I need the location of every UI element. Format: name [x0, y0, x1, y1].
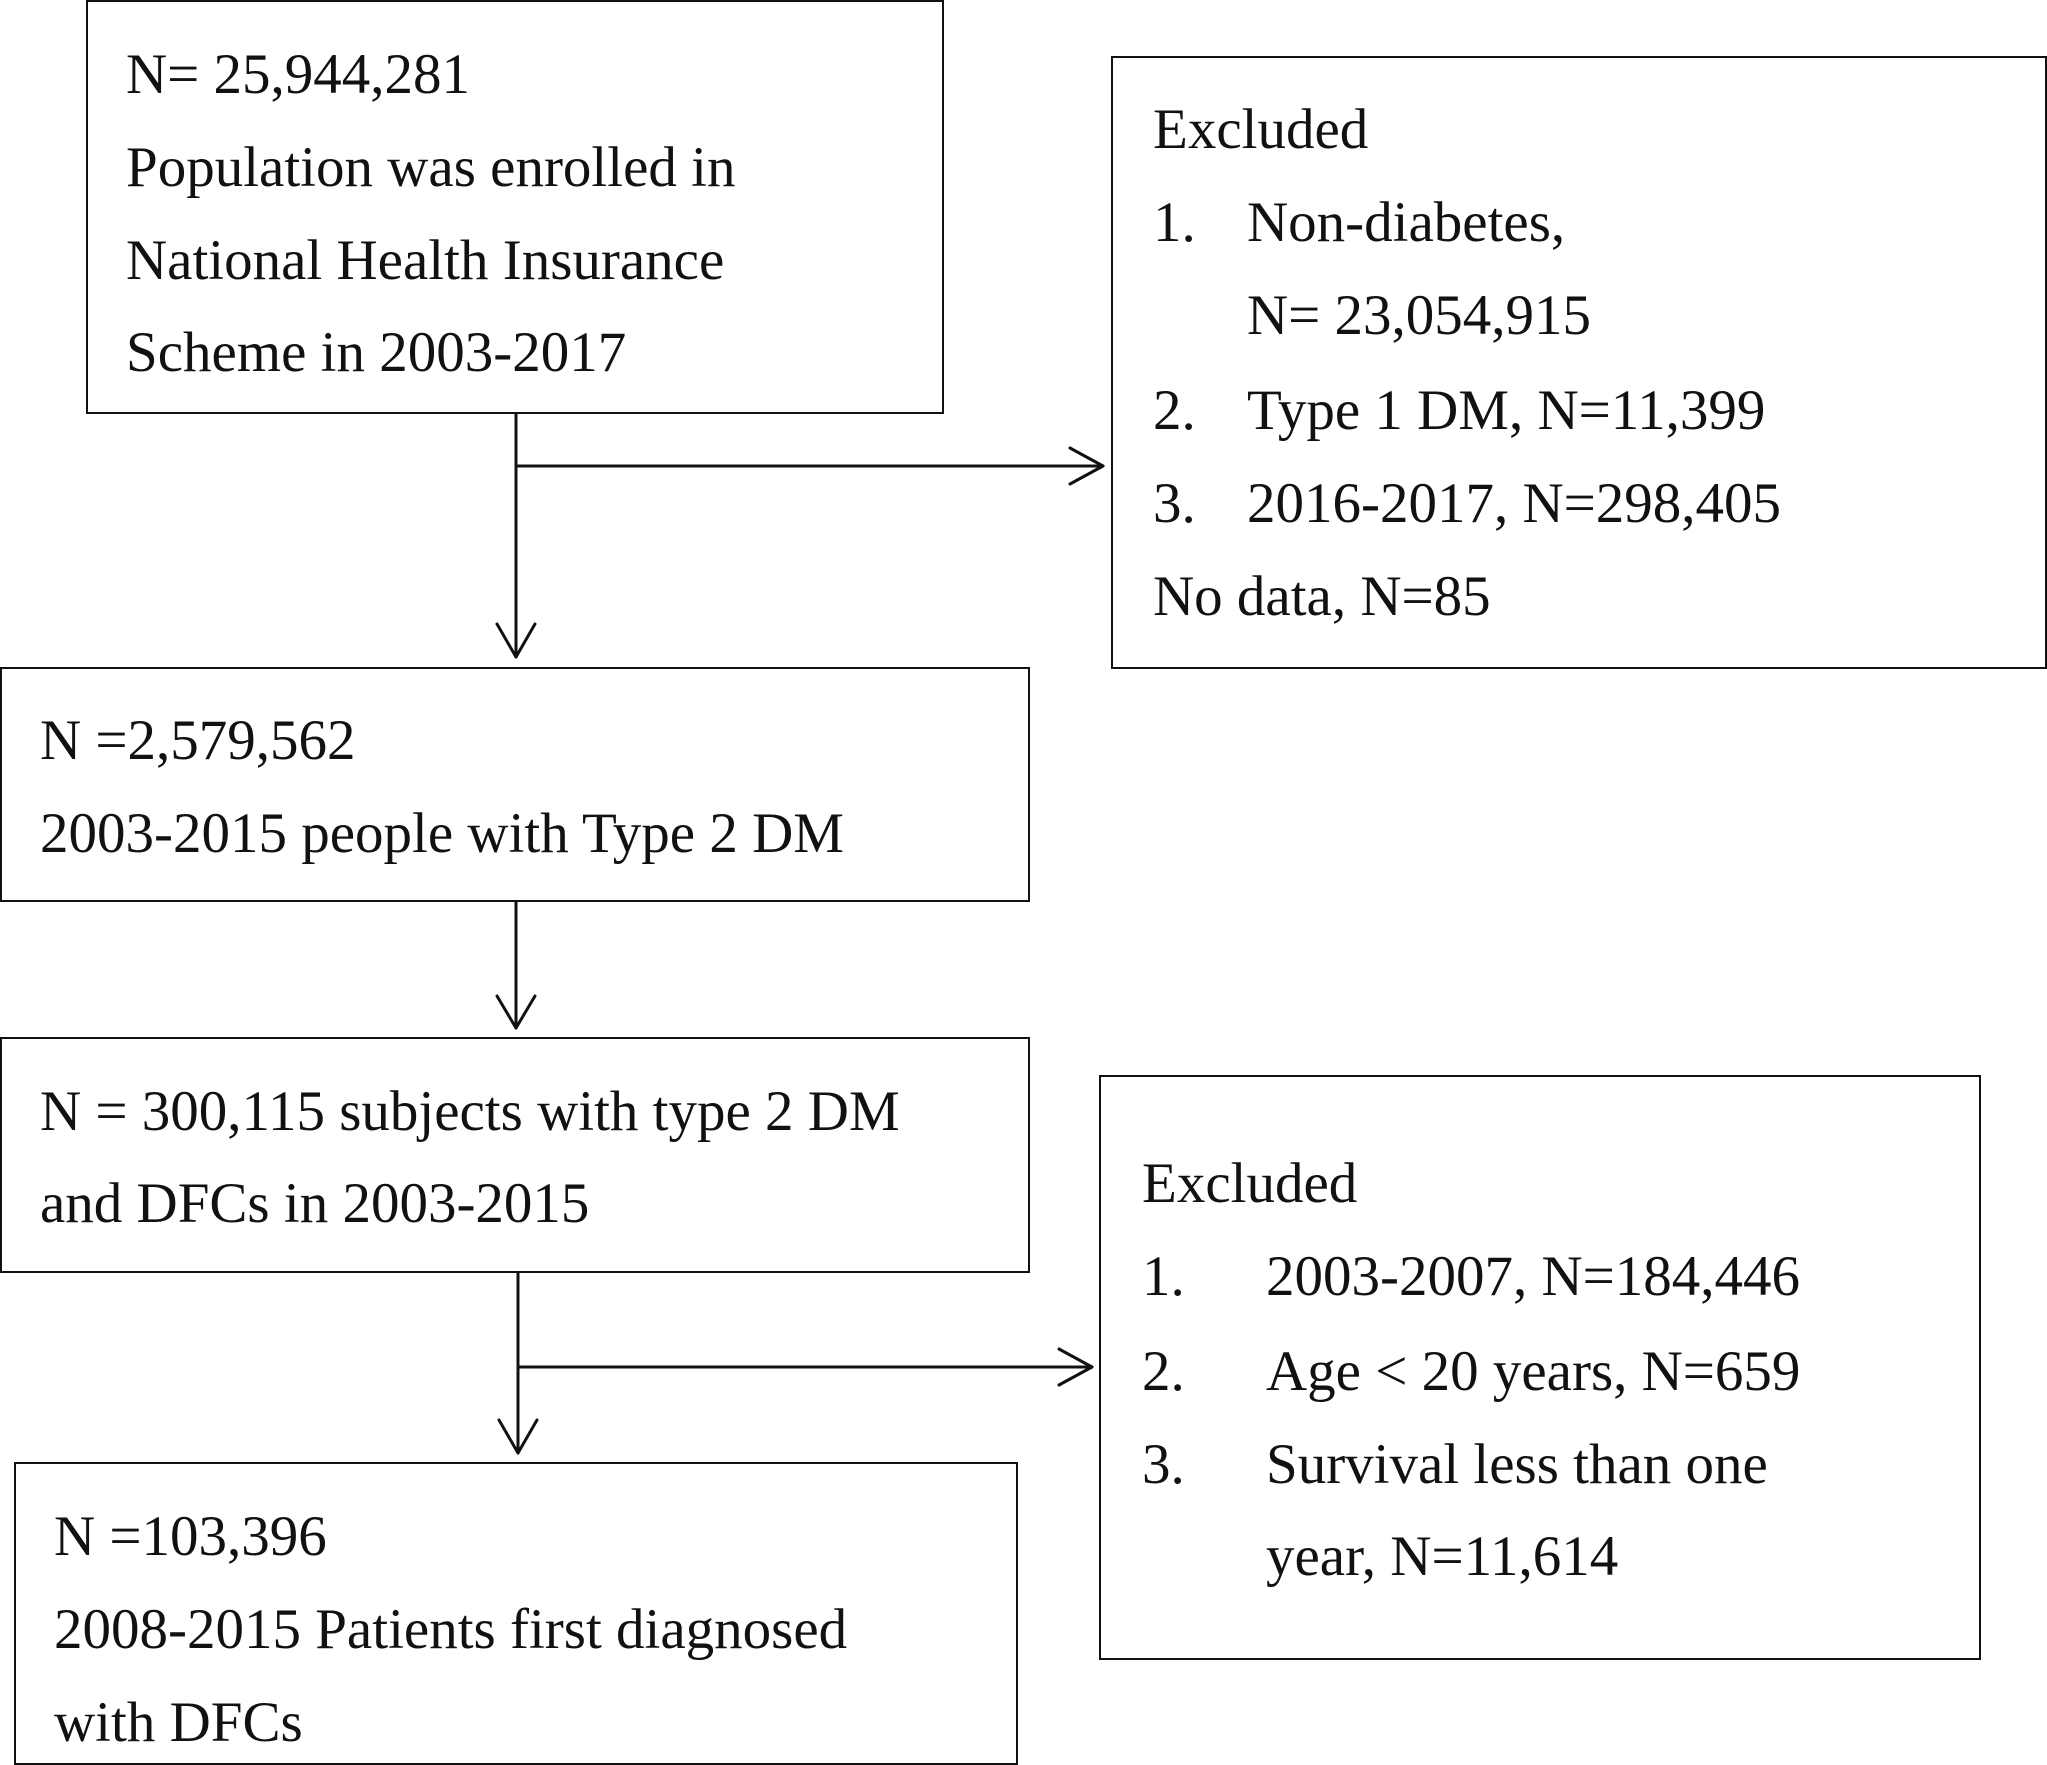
- item-number: 3.: [1142, 1433, 1185, 1496]
- population-box: N= 25,944,281 Population was enrolled in…: [86, 0, 944, 414]
- excluded-1-item-3: 3. 2016-2017, N=298,405: [1113, 475, 2045, 535]
- arrowhead-excluded-1: [1068, 446, 1105, 486]
- arrowhead-dfcs: [495, 994, 537, 1030]
- item-text: N= 23,054,915: [1247, 284, 1592, 347]
- item-number: 3.: [1153, 472, 1196, 535]
- excluded-2-item-2: 2. Age < 20 years, N=659: [1101, 1343, 1979, 1403]
- item-text: year, N=11,614: [1266, 1525, 1619, 1588]
- excluded-2-header: Excluded: [1142, 1152, 1358, 1215]
- type2-count: N =2,579,562: [40, 709, 356, 772]
- arrowhead-final: [497, 1418, 539, 1455]
- type2-desc: 2003-2015 people with Type 2 DM: [40, 802, 844, 865]
- excluded-1-item-1: 1. Non-diabetes,: [1113, 194, 2045, 254]
- item-number: 2.: [1153, 379, 1196, 442]
- excluded-2-item-3-cont: year, N=11,614: [1101, 1528, 1979, 1588]
- item-number: 2.: [1142, 1340, 1185, 1403]
- excluded-1-footer: No data, N=85: [1153, 565, 1491, 628]
- item-text: Age < 20 years, N=659: [1266, 1340, 1801, 1403]
- item-text: Type 1 DM, N=11,399: [1247, 379, 1766, 442]
- dfcs-box: N = 300,115 subjects with type 2 DM and …: [0, 1037, 1030, 1273]
- item-number: 1.: [1142, 1245, 1185, 1308]
- excluded-2-item-1: 1. 2003-2007, N=184,446: [1101, 1248, 1979, 1308]
- arrowhead-excluded-2: [1057, 1347, 1094, 1387]
- final-desc-2: with DFCs: [54, 1691, 303, 1754]
- final-desc-1: 2008-2015 Patients first diagnosed: [54, 1598, 848, 1661]
- item-text: 2003-2007, N=184,446: [1266, 1245, 1801, 1308]
- excluded-box-1: Excluded 1. Non-diabetes, N= 23,054,915 …: [1111, 56, 2047, 669]
- type2-dm-box: N =2,579,562 2003-2015 people with Type …: [0, 667, 1030, 902]
- item-text: Survival less than one: [1266, 1433, 1768, 1496]
- population-desc-3: Scheme in 2003-2017: [126, 321, 627, 384]
- final-cohort-box: N =103,396 2008-2015 Patients first diag…: [14, 1462, 1018, 1765]
- excluded-1-header: Excluded: [1153, 98, 1369, 161]
- population-desc-2: National Health Insurance: [126, 229, 725, 292]
- item-text: Non-diabetes,: [1247, 191, 1566, 254]
- arrowhead-type2: [495, 622, 537, 659]
- excluded-1-item-2: 2. Type 1 DM, N=11,399: [1113, 382, 2045, 442]
- excluded-1-item-1-cont: N= 23,054,915: [1113, 287, 2045, 347]
- excluded-2-item-3: 3. Survival less than one: [1101, 1436, 1979, 1496]
- population-count: N= 25,944,281: [126, 43, 471, 106]
- dfcs-count: N = 300,115 subjects with type 2 DM: [40, 1080, 900, 1143]
- dfcs-desc: and DFCs in 2003-2015: [40, 1172, 590, 1235]
- final-count: N =103,396: [54, 1505, 327, 1568]
- population-desc-1: Population was enrolled in: [126, 136, 736, 199]
- excluded-box-2: Excluded 1. 2003-2007, N=184,446 2. Age …: [1099, 1075, 1981, 1660]
- item-text: 2016-2017, N=298,405: [1247, 472, 1782, 535]
- item-number: 1.: [1153, 191, 1196, 254]
